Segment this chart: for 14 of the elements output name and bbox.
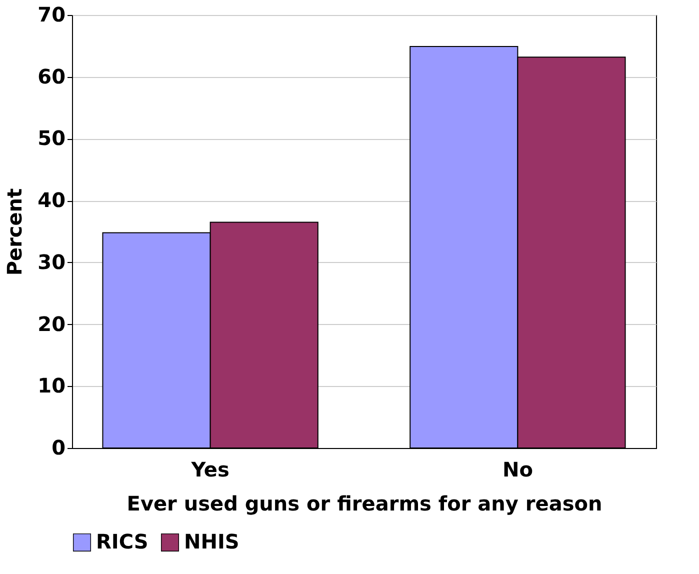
y-tick-label: 30 — [38, 250, 66, 274]
legend-label: RICS — [96, 529, 148, 554]
y-tick-label: 10 — [38, 374, 66, 398]
legend-label: NHIS — [184, 529, 240, 554]
y-tick-label: 40 — [38, 188, 66, 212]
x-tick-label: Yes — [190, 458, 230, 482]
x-axis-title: Ever used guns or firearms for any reason — [126, 492, 602, 516]
y-tick-label: 0 — [52, 436, 66, 460]
y-tick-label: 60 — [38, 64, 66, 88]
x-tick-label: No — [502, 458, 533, 482]
y-tick-label: 70 — [38, 2, 66, 26]
y-tick-label: 50 — [38, 126, 66, 150]
y-tick-label: 20 — [38, 312, 66, 336]
y-axis-title: Percent — [2, 188, 27, 276]
